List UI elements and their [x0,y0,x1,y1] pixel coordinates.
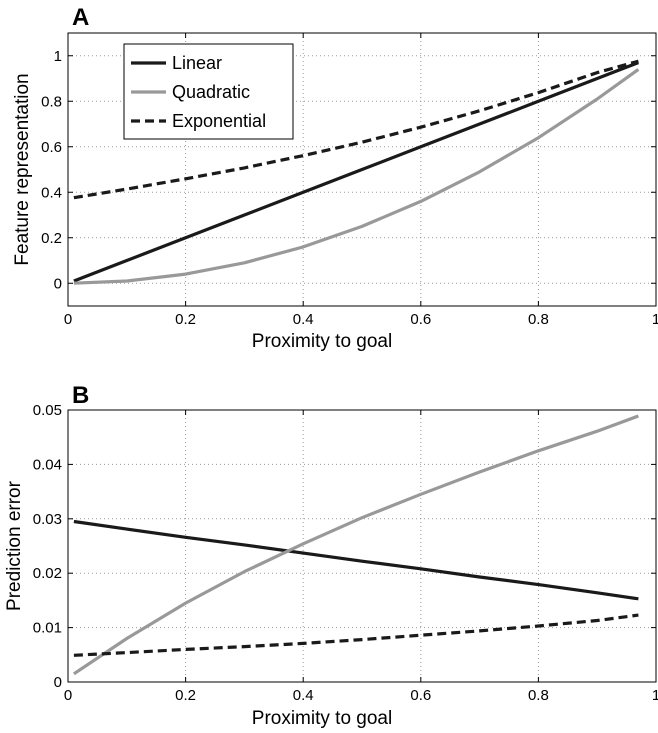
series-line-exponential-a [73,59,639,200]
x-tick-label: 1 [652,311,658,328]
y-tick-label: 0.6 [41,139,62,156]
y-tick-label: 0.8 [41,93,62,110]
series-group-a [73,59,640,285]
y-tick-label: 0 [54,674,62,691]
y-tick-label: 0.03 [33,511,62,528]
x-tick-label: 0 [64,687,72,704]
y-axis-title-a: Feature representation [12,73,33,265]
series-line-linear-a [73,61,639,283]
y-tick-label: 0.01 [33,620,62,637]
panel-a: 0 0.2 0.4 0.6 0.8 1 0 0.2 0.4 0.6 0.8 1 A Proximity… [12,4,658,352]
series-line-exponential-b [73,613,639,657]
grid-a [68,33,656,306]
x-tick-label: 0.4 [293,311,314,328]
y-tick-label: 0.05 [33,402,62,419]
series-group-b [73,414,639,676]
x-tick-label: 0 [64,311,72,328]
ticks-a: 0 0.2 0.4 0.6 0.8 1 0 0.2 0.4 0.6 0.8 1 [41,33,658,328]
x-tick-label: 0.6 [410,687,431,704]
y-tick-label: 0 [54,275,62,292]
x-tick-label: 0.2 [175,311,196,328]
x-tick-label: 0.2 [175,687,196,704]
x-tick-label: 0.8 [528,687,549,704]
y-tick-label: 0.04 [33,456,62,473]
panel-label-a: A [72,4,89,31]
y-tick-label: 0.02 [33,565,62,582]
plot-frame-b [67,409,657,683]
x-axis-title-a: Proximity to goal [252,331,392,352]
legend-label-linear: Linear [172,53,222,73]
panel-b: 0 0.2 0.4 0.6 0.8 1 0 0.01 0.02 0.03 0.04 0.05 B Pr… [4,382,658,729]
x-tick-label: 0.6 [410,311,431,328]
x-tick-label: 0.4 [293,687,314,704]
ticks-b: 0 0.2 0.4 0.6 0.8 1 0 0.01 0.02 0.03 0.04 0.05 [33,402,658,704]
y-tick-label: 0.2 [41,230,62,247]
legend-label-quadratic: Quadratic [172,82,250,102]
series-line-linear-b [73,519,639,601]
legend-box [123,43,294,140]
plot-frame-a [67,32,657,307]
x-tick-label: 1 [652,687,658,704]
y-axis-title-b: Prediction error [4,480,25,611]
y-tick-label: 1 [54,48,62,65]
panel-label-b: B [72,382,89,409]
x-tick-label: 0.8 [528,311,549,328]
legend-label-exponential: Exponential [172,111,266,131]
series-line-quadratic-b [73,414,639,676]
grid-b [68,410,656,682]
series-line-quadratic-a [73,68,640,285]
legend-a: Linear Quadratic Exponential [123,43,294,140]
y-tick-label: 0.4 [41,184,62,201]
x-axis-title-b: Proximity to goal [252,708,392,729]
